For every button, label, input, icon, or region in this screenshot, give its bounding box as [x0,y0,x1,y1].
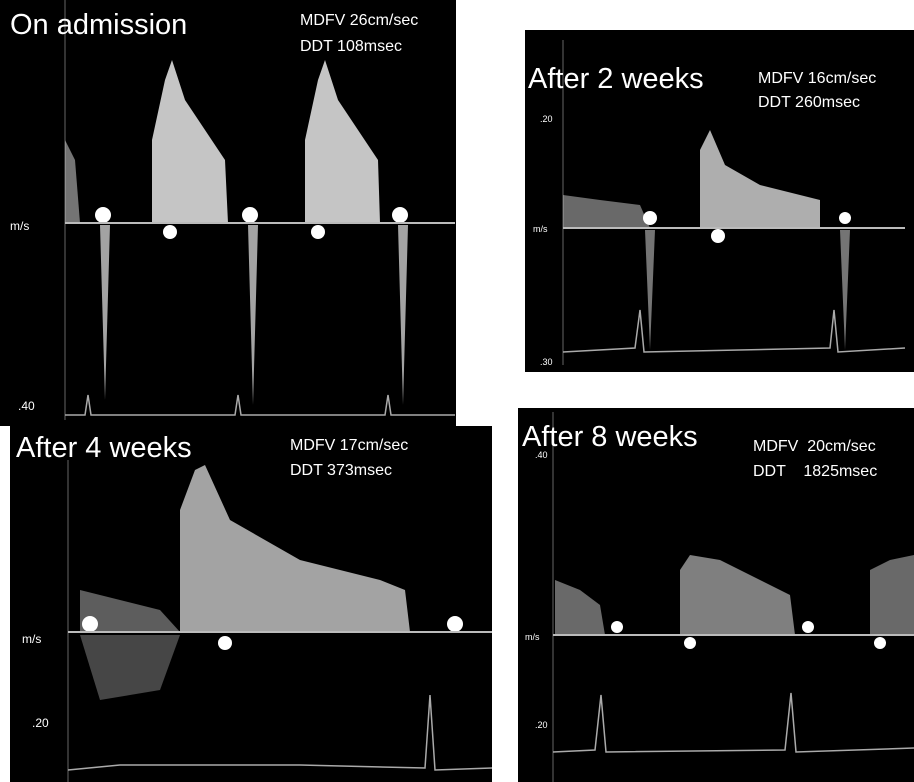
panel-2-weeks: After 2 weeks MDFV 16cm/sec DDT 260msec … [525,30,914,372]
artifact [643,211,657,225]
axis-label: m/s [22,632,41,646]
panel-4-weeks: After 4 weeks MDFV 17cm/sec DDT 373msec … [10,426,492,782]
mdfv: MDFV 20cm/sec [753,438,876,455]
mdfv: MDFV 16cm/sec [758,70,876,87]
artifact [95,207,111,223]
artifact [392,207,408,223]
artifact [311,225,325,239]
artifact [242,207,258,223]
axis-label: .40 [18,399,35,413]
axis-label: .20 [535,720,548,730]
panel-title: After 4 weeks [16,432,192,464]
panel-title: After 8 weeks [522,421,698,453]
mdfv: MDFV 17cm/sec [290,437,408,454]
ddt: DDT 373msec [290,462,392,479]
artifact [711,229,725,243]
panel-title: After 2 weeks [528,63,704,95]
mdfv: MDFV 26cm/sec [300,12,418,29]
ddt: DDT 1825msec [753,463,877,480]
axis-label: .30 [540,357,553,367]
ddt: DDT 260msec [758,94,860,111]
artifact [874,637,886,649]
waveform [870,555,914,635]
page: {"panels": [ {"title": "On admission", "… [0,0,914,782]
axis-label: m/s [525,632,540,642]
axis-label: m/s [10,219,29,233]
axis-label: .20 [540,114,553,124]
panel-8-weeks: After 8 weeks MDFV 20cm/sec DDT 1825msec… [518,408,914,782]
ddt: DDT 108msec [300,38,402,55]
artifact [82,616,98,632]
artifact [163,225,177,239]
figure: On admission MDFV 26cm/sec DDT 108msec m… [0,0,914,782]
panel-admission: On admission MDFV 26cm/sec DDT 108msec m… [0,0,456,426]
artifact [218,636,232,650]
artifact [684,637,696,649]
artifact [447,616,463,632]
artifact [839,212,851,224]
axis-label: m/s [533,224,548,234]
panel-title: On admission [10,9,187,41]
artifact [611,621,623,633]
artifact [802,621,814,633]
axis-label: .20 [32,716,49,730]
axis-label: .40 [535,450,548,460]
